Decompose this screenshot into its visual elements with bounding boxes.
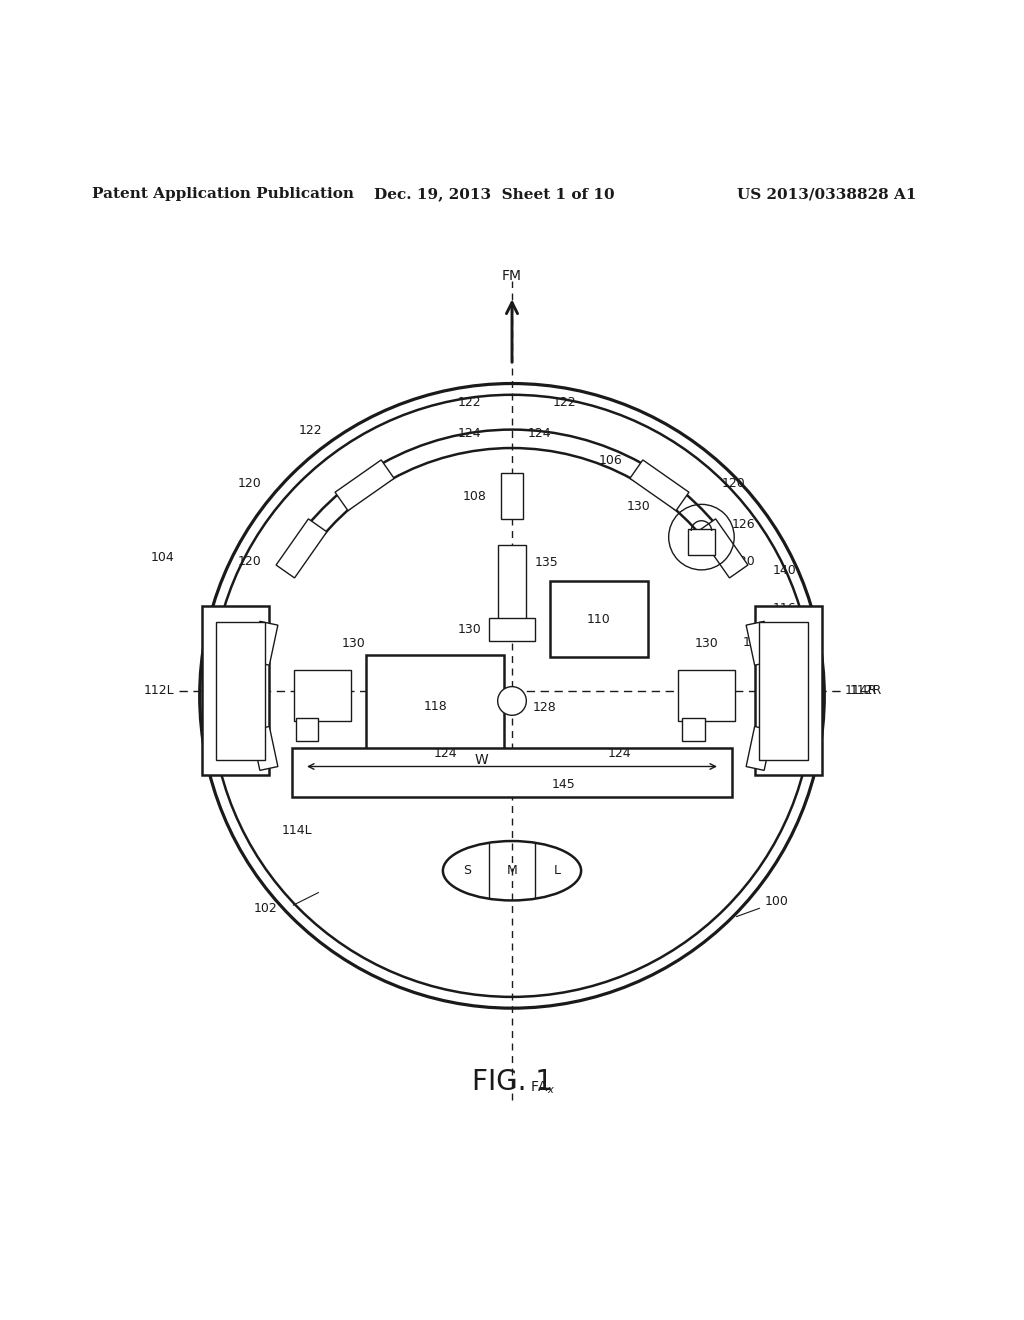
Text: 130: 130 <box>627 500 650 513</box>
Polygon shape <box>295 671 350 722</box>
Text: W: W <box>474 754 488 767</box>
Text: 122: 122 <box>458 396 481 408</box>
Text: 110: 110 <box>587 612 611 626</box>
Text: 120: 120 <box>732 554 756 568</box>
Text: 122: 122 <box>553 396 577 408</box>
Circle shape <box>498 686 526 715</box>
Polygon shape <box>630 459 689 511</box>
Text: 114R: 114R <box>845 684 878 697</box>
Polygon shape <box>251 622 278 665</box>
Text: FIG. 1: FIG. 1 <box>471 1068 553 1096</box>
Text: 135: 135 <box>535 556 558 569</box>
Text: M: M <box>507 865 517 878</box>
Text: 130: 130 <box>694 636 719 649</box>
Text: 140: 140 <box>773 565 797 577</box>
Text: 130: 130 <box>341 636 366 649</box>
Polygon shape <box>251 726 278 771</box>
Text: Dec. 19, 2013  Sheet 1 of 10: Dec. 19, 2013 Sheet 1 of 10 <box>374 187 614 201</box>
Text: 114L: 114L <box>282 824 312 837</box>
Polygon shape <box>501 473 523 519</box>
Text: L: L <box>554 865 560 878</box>
Polygon shape <box>688 529 715 554</box>
Text: 145: 145 <box>551 777 575 791</box>
Text: 124: 124 <box>433 747 458 760</box>
Text: 100: 100 <box>736 895 788 916</box>
Polygon shape <box>489 618 535 640</box>
Polygon shape <box>746 622 773 665</box>
Text: S: S <box>463 865 471 878</box>
Text: 122: 122 <box>299 424 323 437</box>
Text: 130: 130 <box>458 623 481 636</box>
Text: 108: 108 <box>463 490 486 503</box>
Text: 124: 124 <box>527 426 551 440</box>
Text: 102: 102 <box>254 902 278 915</box>
Polygon shape <box>292 748 732 797</box>
Text: 116: 116 <box>773 602 797 615</box>
Text: Patent Application Publication: Patent Application Publication <box>92 187 354 201</box>
Text: 104: 104 <box>151 552 174 564</box>
Text: 112R: 112R <box>850 684 883 697</box>
Text: 120: 120 <box>238 554 261 568</box>
Polygon shape <box>498 545 526 632</box>
Text: 124: 124 <box>607 747 632 760</box>
Text: 120: 120 <box>238 477 261 490</box>
Polygon shape <box>367 655 504 758</box>
Polygon shape <box>746 726 773 771</box>
Polygon shape <box>335 459 394 511</box>
Text: 128: 128 <box>532 701 556 714</box>
Text: 112L: 112L <box>143 684 174 697</box>
Text: US 2013/0338828 A1: US 2013/0338828 A1 <box>737 187 916 201</box>
Polygon shape <box>296 718 318 741</box>
Text: 122: 122 <box>742 636 766 649</box>
Polygon shape <box>755 606 821 775</box>
Polygon shape <box>203 606 268 775</box>
Polygon shape <box>682 718 705 741</box>
Polygon shape <box>678 671 734 722</box>
Text: 118: 118 <box>423 700 447 713</box>
Polygon shape <box>697 519 748 578</box>
Polygon shape <box>216 622 265 760</box>
Text: FA$_x$: FA$_x$ <box>530 1080 556 1096</box>
Polygon shape <box>276 519 327 578</box>
Text: 106: 106 <box>599 454 623 467</box>
Text: 126: 126 <box>732 517 756 531</box>
Text: 120: 120 <box>722 477 745 490</box>
Text: 124: 124 <box>458 426 481 440</box>
Polygon shape <box>551 581 647 657</box>
Polygon shape <box>759 622 808 760</box>
Text: FM: FM <box>502 269 522 284</box>
